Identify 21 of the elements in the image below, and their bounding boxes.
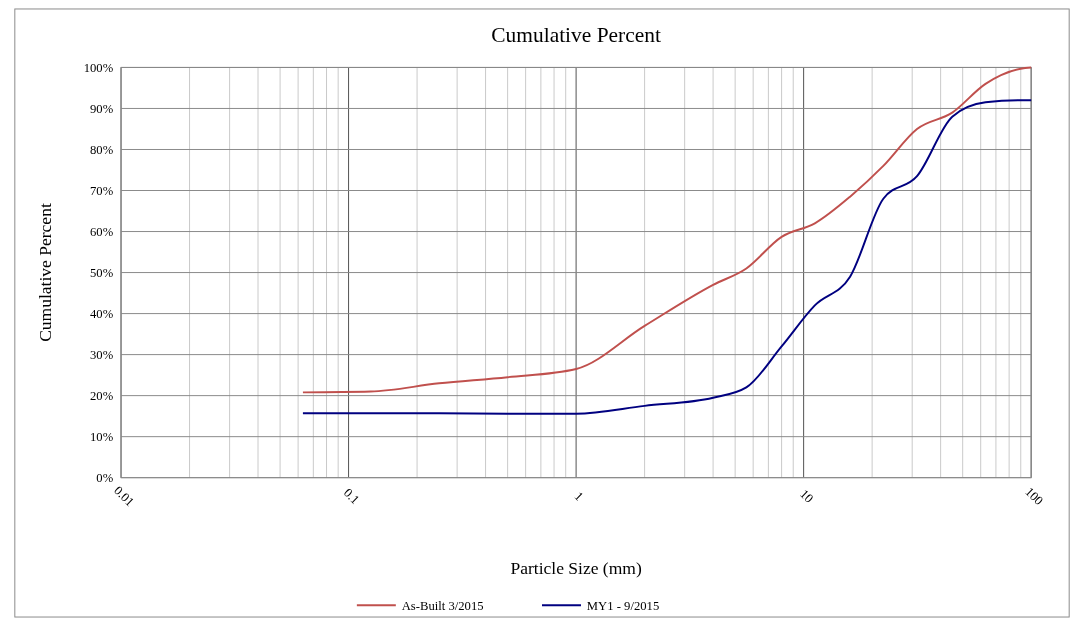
y-tick-label: 70%	[90, 183, 114, 198]
x-tick-label: 1	[571, 489, 587, 504]
y-tick-label: 80%	[90, 142, 114, 157]
chart-title: Cumulative Percent	[491, 23, 661, 48]
y-tick-label: 20%	[90, 389, 114, 404]
legend-label: As-Built 3/2015	[401, 598, 484, 613]
x-tick-label: 100	[1022, 484, 1046, 508]
y-tick-label: 100%	[83, 60, 114, 75]
y-tick-label: 40%	[90, 307, 114, 322]
y-tick-label: 50%	[90, 265, 114, 280]
y-tick-label: 30%	[90, 348, 114, 363]
x-tick-label: 10	[797, 486, 816, 506]
y-tick-label: 10%	[90, 430, 114, 445]
legend-label: MY1 - 9/2015	[586, 598, 660, 613]
y-axis-title: Cumulative Percent	[34, 203, 55, 342]
x-tick-label: 0.1	[340, 485, 362, 507]
y-tick-label: 90%	[90, 101, 114, 116]
x-tick-label: 0.01	[111, 483, 137, 510]
x-axis-title: Particle Size (mm)	[510, 558, 642, 579]
y-tick-label: 0%	[96, 471, 114, 486]
y-tick-label: 60%	[90, 224, 114, 239]
